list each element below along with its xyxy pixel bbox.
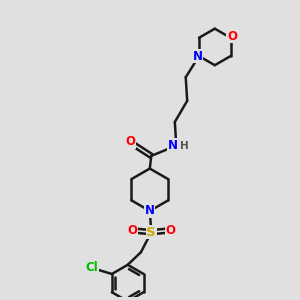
Text: H: H: [180, 141, 189, 151]
Text: O: O: [126, 135, 136, 148]
Text: N: N: [145, 204, 155, 218]
Text: N: N: [193, 50, 202, 63]
Text: Cl: Cl: [85, 261, 98, 274]
Text: O: O: [165, 224, 176, 237]
Text: N: N: [168, 139, 178, 152]
Text: O: O: [227, 30, 237, 43]
Text: S: S: [146, 226, 156, 238]
Text: O: O: [127, 224, 137, 237]
